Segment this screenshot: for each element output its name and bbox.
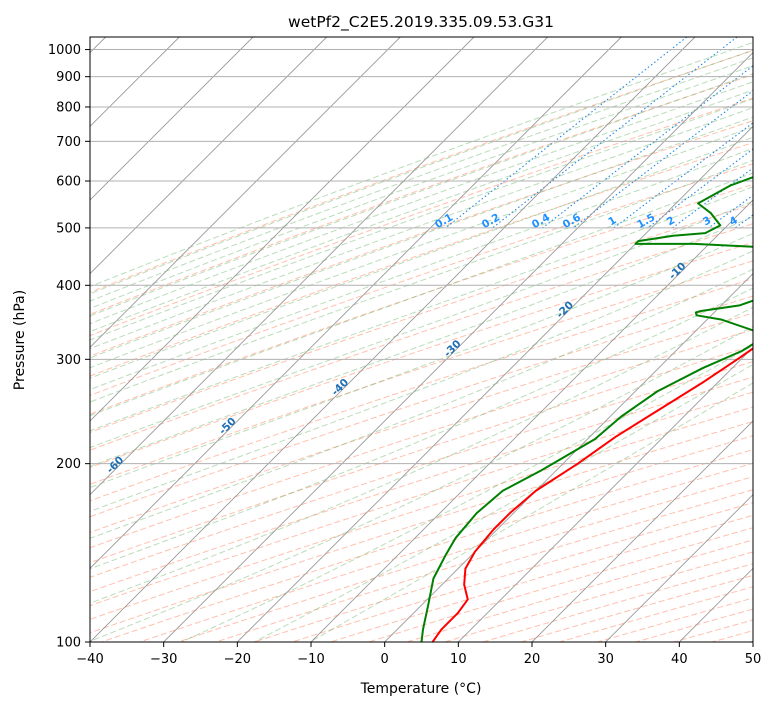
dry-adiabat <box>750 640 753 642</box>
x-tick-label: 40 <box>671 652 688 667</box>
isotherm-line <box>90 37 254 201</box>
mixing-ratio-line <box>445 37 688 229</box>
x-tick-label: −10 <box>297 652 324 667</box>
dry-adiabats <box>90 50 753 642</box>
dry-adiabat <box>406 539 753 642</box>
profile-series <box>420 176 753 642</box>
y-tick-label: 400 <box>56 279 81 294</box>
y-tick-label: 500 <box>56 221 81 236</box>
moist-adiabat <box>90 287 753 570</box>
moist-adiabat <box>90 325 753 642</box>
y-tick-label: 900 <box>56 70 81 85</box>
isotherms <box>90 37 753 642</box>
mixing-ratio-lines <box>445 37 753 229</box>
x-tick-label: −40 <box>76 652 103 667</box>
mixing-ratio-line <box>542 65 753 229</box>
moist-adiabat <box>90 200 753 449</box>
isotherm-line <box>163 52 753 642</box>
isotherm-line <box>531 420 753 642</box>
y-tick-label: 1000 <box>48 43 81 58</box>
dry-adiabat <box>177 462 753 642</box>
moist-adiabat <box>90 232 753 489</box>
isotherm-line <box>90 37 696 642</box>
dry-adiabat <box>90 74 753 315</box>
isotherm-line <box>90 37 327 275</box>
x-tick-label: −20 <box>224 652 251 667</box>
isotherm-line <box>90 37 401 348</box>
x-tick-label: 30 <box>597 652 614 667</box>
isotherm-line <box>458 346 753 642</box>
dry-adiabat <box>90 142 753 377</box>
moist-adiabat <box>90 107 753 350</box>
y-tick-label: 100 <box>56 636 81 651</box>
x-tick-label: 0 <box>381 652 389 667</box>
dry-adiabat <box>90 163 753 396</box>
dry-adiabat <box>90 406 753 620</box>
x-tick-label: 20 <box>524 652 541 667</box>
plot-area: -100-90-80-70-60-50-40-30-20-10010203040… <box>0 37 775 642</box>
moist-adiabat <box>90 306 753 604</box>
x-tick-label: 10 <box>450 652 467 667</box>
isotherm-line <box>90 37 548 496</box>
dry-adiabat <box>90 361 753 578</box>
y-axis-title: Pressure (hPa) <box>12 290 28 390</box>
x-axis-title: Temperature (°C) <box>360 681 482 697</box>
isotherm-line <box>90 37 475 422</box>
plot-frame <box>89 36 754 643</box>
dry-adiabat <box>330 514 753 642</box>
pressure-gridlines <box>90 49 753 642</box>
dry-adiabat <box>90 50 753 293</box>
dry-adiabat <box>254 489 753 642</box>
isotherm-line <box>384 273 753 642</box>
x-tick-label: −30 <box>150 652 177 667</box>
y-tick-label: 200 <box>56 457 81 472</box>
isotherm-line <box>605 494 753 642</box>
dry-adiabat <box>90 420 753 634</box>
isotherm-line <box>752 641 753 642</box>
y-tick-label: 700 <box>56 135 81 150</box>
isotherm-line <box>237 125 753 642</box>
dry-adiabat <box>90 223 753 451</box>
dry-adiabat <box>90 183 753 415</box>
y-tick-label: 600 <box>56 174 81 189</box>
x-axis-ticks: −40 −30 −20 −10 0 10 20 30 40 50 <box>76 642 761 667</box>
dry-adiabat <box>90 391 753 607</box>
moist-adiabat <box>90 89 753 333</box>
dewpoint-profile-line <box>420 176 753 642</box>
moist-adiabat <box>90 98 753 341</box>
temperature-profile-line <box>431 347 753 642</box>
chart-title: wetPf2_C2E5.2019.335.09.53.G31 <box>288 13 554 32</box>
dry-adiabat <box>101 435 753 642</box>
y-tick-label: 800 <box>56 100 81 115</box>
isotherm-line <box>310 199 753 642</box>
dry-adiabat <box>90 329 753 549</box>
isotherm-label: -70 <box>0 493 14 515</box>
y-tick-label: 300 <box>56 353 81 368</box>
moist-adiabat <box>90 116 753 359</box>
moist-adiabat <box>90 136 753 379</box>
mixing-ratio-line <box>613 122 753 229</box>
isotherm-line <box>90 37 622 569</box>
dry-adiabat <box>90 241 753 469</box>
moist-adiabat <box>90 186 753 432</box>
moist-adiabat <box>90 147 753 391</box>
moist-adiabats <box>90 41 753 642</box>
y-axis-ticks: 100 200 300 400 500 600 700 800 900 1000 <box>48 43 90 651</box>
moist-adiabat <box>90 172 753 417</box>
mixing-ratio-label: 6 <box>766 214 775 228</box>
mixing-ratio-line <box>672 167 753 229</box>
dry-adiabat <box>90 312 753 533</box>
dry-adiabat <box>90 97 753 337</box>
x-tick-label: 50 <box>745 652 762 667</box>
moist-adiabat <box>181 345 753 642</box>
moist-adiabat <box>90 216 753 467</box>
moist-adiabat <box>253 363 753 642</box>
